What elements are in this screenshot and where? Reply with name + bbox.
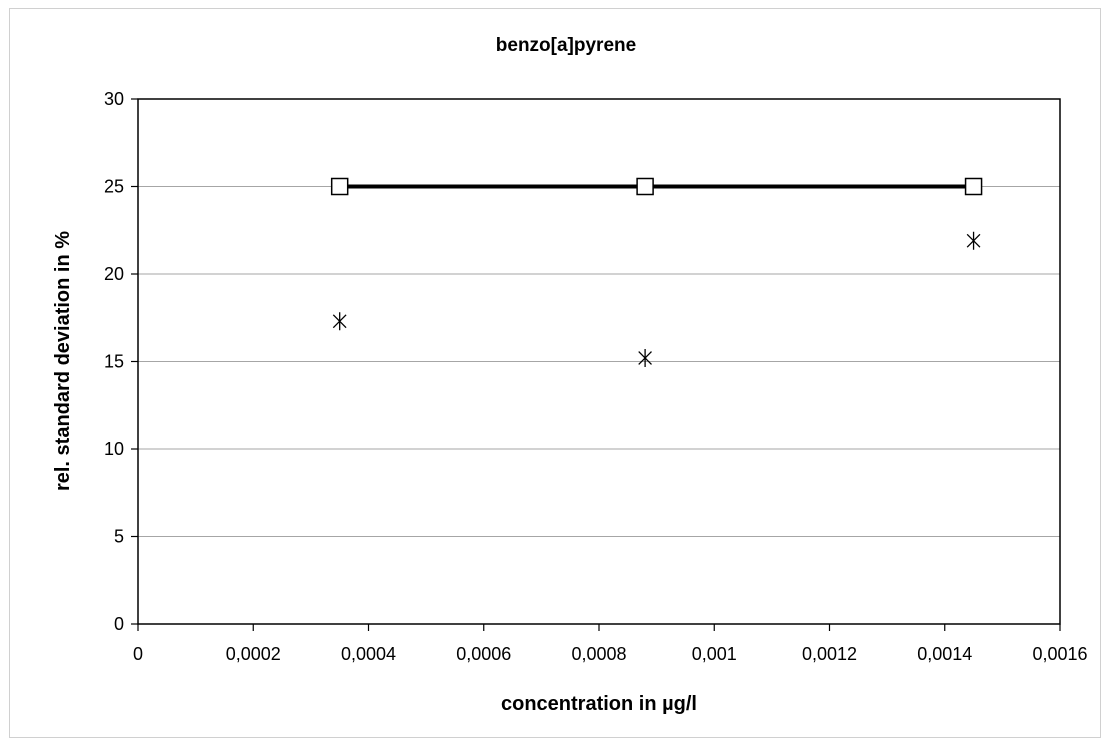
data-point-square — [636, 177, 654, 196]
chart-title: benzo[a]pyrene — [496, 35, 636, 56]
y-axis-title: rel. standard deviation in % — [52, 231, 74, 491]
y-tick-label: 5 — [114, 527, 124, 547]
y-tick-label: 30 — [104, 89, 124, 109]
y-tick-label: 20 — [104, 264, 124, 284]
chart-frame: benzo[a]pyrene 0 0,0002 0,0004 0,0006 0,0008… — [9, 8, 1101, 738]
series-layer — [330, 177, 983, 367]
x-tick-label: 0 — [133, 644, 143, 664]
x-tick-label: 0,0012 — [802, 644, 857, 664]
grid-lines — [138, 186, 1060, 537]
x-tick-label: 0,0008 — [571, 644, 626, 664]
y-axis-ticks: 0 5 10 15 20 25 30 — [104, 89, 138, 634]
x-tick-label: 0,0002 — [226, 644, 281, 664]
y-tick-label: 25 — [104, 177, 124, 197]
x-tick-label: 0,001 — [692, 644, 737, 664]
x-tick-label: 0,0004 — [341, 644, 396, 664]
x-axis-ticks: 0 0,0002 0,0004 0,0006 0,0008 0,001 0,0012 0,00… — [133, 624, 1088, 664]
series-2 — [332, 231, 981, 367]
series-1 — [330, 177, 983, 196]
chart: benzo[a]pyrene 0 0,0002 0,0004 0,0006 0,0008… — [52, 35, 1088, 715]
x-tick-label: 0,0016 — [1032, 644, 1087, 664]
data-point-asterisk — [966, 231, 981, 250]
data-point-asterisk — [332, 312, 347, 331]
x-tick-label: 0,0014 — [917, 644, 972, 664]
data-point-asterisk — [638, 349, 652, 367]
x-tick-label: 0,0006 — [456, 644, 511, 664]
data-point-square — [330, 177, 349, 196]
x-axis-title: concentration in µg/l — [501, 693, 697, 715]
y-tick-label: 0 — [114, 614, 124, 634]
y-tick-label: 10 — [104, 439, 124, 459]
data-point-square — [964, 177, 983, 196]
y-tick-label: 15 — [104, 352, 124, 372]
